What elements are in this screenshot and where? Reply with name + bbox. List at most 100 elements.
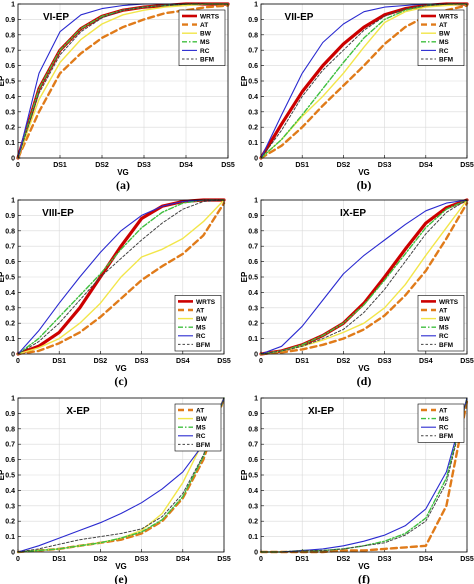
legend-entry-ms: MS — [439, 39, 449, 46]
legend-entry-rc: RC — [196, 433, 206, 440]
y-tick-label: 0.3 — [5, 305, 15, 312]
y-tick-label: 0.6 — [248, 63, 258, 70]
y-tick-label: 0.9 — [248, 411, 258, 418]
y-tick-label: 0.5 — [5, 275, 15, 282]
y-tick-label: 0 — [254, 550, 258, 557]
y-tick-label: 0.6 — [248, 457, 258, 464]
y-tick-label: 0.5 — [5, 473, 15, 480]
y-tick-label: 0.4 — [248, 94, 258, 101]
x-tick-label: DS2 — [337, 358, 351, 365]
legend-entry-ms: MS — [196, 425, 206, 432]
legend-entry-rc: RC — [439, 333, 449, 340]
series-line-ms — [260, 199, 468, 355]
y-tick-label: 0.6 — [248, 259, 258, 266]
y-tick-label: 0.6 — [5, 259, 15, 266]
y-tick-label: 0.9 — [5, 213, 15, 220]
legend-entry-ms: MS — [439, 325, 449, 332]
y-tick-label: 0.3 — [248, 305, 258, 312]
series-line-bfm — [17, 199, 225, 355]
y-tick-label: 0.1 — [5, 336, 15, 343]
legend-box — [178, 9, 226, 66]
legend-entry-rc: RC — [439, 48, 449, 55]
plot-frame — [17, 3, 229, 159]
x-tick-label: DS3 — [135, 556, 149, 563]
series-line-rc — [260, 199, 468, 355]
x-tick-label: DS1 — [295, 162, 309, 169]
series-line-bw — [260, 3, 468, 159]
series-line-ms — [260, 3, 468, 159]
y-tick-label: 0.7 — [248, 48, 258, 55]
x-tick-label: 0 — [259, 358, 263, 365]
panel-caption: (e) — [114, 572, 127, 584]
y-tick-label: 0.1 — [248, 534, 258, 541]
x-tick-label: DS1 — [295, 556, 309, 563]
x-tick-label: DS3 — [378, 556, 392, 563]
y-tick-label: 0.4 — [5, 488, 15, 495]
x-tick-label: DS2 — [94, 556, 108, 563]
y-tick-label: 0.9 — [5, 17, 15, 24]
x-axis-label: VG — [358, 562, 370, 571]
legend-box — [174, 295, 222, 352]
panel-caption: (c) — [114, 374, 127, 388]
x-tick-label: DS5 — [221, 162, 235, 169]
y-tick-label: 0.3 — [248, 109, 258, 116]
x-tick-label: DS4 — [176, 556, 190, 563]
y-tick-label: 0.3 — [5, 109, 15, 116]
legend-entry-bfm: BFM — [439, 56, 453, 63]
series-line-rc — [17, 199, 225, 355]
y-tick-label: 0.2 — [248, 519, 258, 526]
y-tick-label: 1 — [11, 2, 15, 9]
legend-entry-wrts: WRTS — [200, 13, 220, 20]
y-axis-label: EP — [240, 271, 249, 282]
y-axis-label: EP — [0, 75, 6, 86]
plot-frame — [17, 199, 225, 355]
series-line-bfm — [17, 397, 225, 553]
legend-entry-bfm: BFM — [439, 342, 453, 349]
legend-entry-at: AT — [196, 407, 204, 414]
legend-entry-wrts: WRTS — [439, 13, 459, 20]
y-tick-label: 0.1 — [248, 336, 258, 343]
legend-entry-bw: BW — [439, 316, 451, 323]
y-tick-label: 0.6 — [5, 457, 15, 464]
panel-caption: (a) — [116, 178, 130, 192]
y-tick-label: 1 — [11, 396, 15, 403]
y-tick-label: 0.8 — [5, 426, 15, 433]
legend-entry-rc: RC — [196, 333, 206, 340]
y-tick-label: 0.2 — [248, 321, 258, 328]
y-tick-label: 0.7 — [5, 48, 15, 55]
y-tick-label: 1 — [254, 198, 258, 205]
y-tick-label: 1 — [254, 2, 258, 9]
y-tick-label: 1 — [11, 198, 15, 205]
series-line-at — [16, 201, 226, 356]
legend-entry-rc: RC — [200, 48, 210, 55]
x-tick-label: DS3 — [135, 358, 149, 365]
x-tick-label: DS2 — [337, 556, 351, 563]
x-axis-label: VG — [115, 562, 127, 571]
y-tick-label: 0.1 — [248, 140, 258, 147]
x-tick-label: DS1 — [52, 556, 66, 563]
y-axis-label: EP — [0, 271, 6, 282]
plot-frame — [260, 199, 468, 355]
y-tick-label: 0.9 — [5, 411, 15, 418]
x-tick-label: DS5 — [460, 358, 474, 365]
chart-panel-2: 0 0.1 0.2 0.3 0.4 0.5 0.6 0.7 0.8 0.9 1 0 DS1 DS2 DS3 D… — [240, 2, 474, 193]
x-tick-label: DS2 — [337, 162, 351, 169]
x-tick-label: DS3 — [137, 162, 151, 169]
chart-title: IX-EP — [340, 208, 366, 219]
chart-title: VIII-EP — [42, 208, 74, 219]
x-tick-label: DS3 — [378, 358, 392, 365]
y-tick-label: 0.4 — [248, 488, 258, 495]
y-axis-label: EP — [240, 469, 249, 480]
chart-title: VII-EP — [285, 12, 314, 23]
x-axis-label: VG — [115, 364, 127, 373]
x-tick-label: DS1 — [52, 358, 66, 365]
y-axis-label: EP — [240, 75, 249, 86]
y-tick-label: 0.8 — [5, 32, 15, 39]
y-tick-label: 0.5 — [248, 79, 258, 86]
